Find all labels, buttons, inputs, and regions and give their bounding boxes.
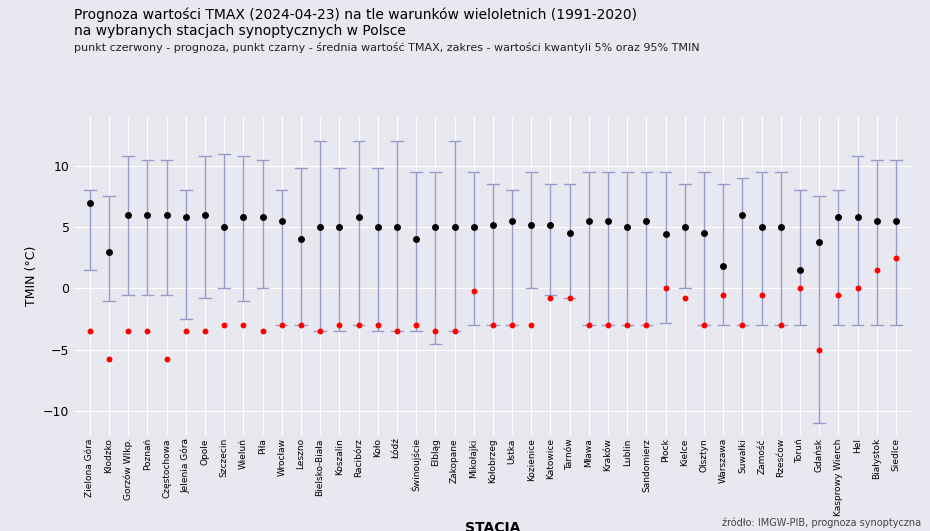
Point [619,321,634,329]
Point [294,235,309,244]
Point [159,355,174,364]
Point [140,211,154,219]
Point [888,253,903,262]
Point [563,229,578,237]
Point [255,327,270,336]
Point [485,321,500,329]
Point [140,327,154,336]
Point [274,217,289,225]
Point [312,327,327,336]
Point [83,327,98,336]
Point [639,321,654,329]
Point [581,321,596,329]
Point [370,223,385,232]
Point [390,223,405,232]
Point [390,327,405,336]
Point [485,220,500,229]
Point [601,217,616,225]
Point [619,223,634,232]
Point [716,290,731,299]
Point [466,287,481,295]
Point [352,321,366,329]
Point [870,217,884,225]
Point [774,223,789,232]
Point [332,223,347,232]
Point [543,294,558,303]
Point [792,266,807,274]
Point [581,217,596,225]
Point [677,223,692,232]
Point [447,223,462,232]
Point [850,213,865,221]
Point [197,327,212,336]
Point [466,223,481,232]
Point [121,211,136,219]
X-axis label: STACJA: STACJA [465,521,521,531]
Point [735,321,750,329]
Point [524,321,538,329]
Point [352,213,366,221]
Point [697,321,711,329]
Point [658,230,673,239]
Point [870,266,884,274]
Point [831,290,846,299]
Point [754,290,769,299]
Point [101,355,116,364]
Point [505,217,520,225]
Point [792,284,807,293]
Point [428,327,443,336]
Point [121,327,136,336]
Point [563,294,578,303]
Point [774,321,789,329]
Point [236,321,251,329]
Text: punkt czerwony - prognoza, punkt czarny - średnia wartość TMAX, zakres - wartośc: punkt czerwony - prognoza, punkt czarny … [74,42,700,54]
Point [754,223,769,232]
Point [312,223,327,232]
Point [850,284,865,293]
Point [543,220,558,229]
Point [524,220,538,229]
Point [332,321,347,329]
Point [639,217,654,225]
Point [83,199,98,207]
Point [697,229,711,237]
Point [447,327,462,336]
Text: Prognoza wartości TMAX (2024-04-23) na tle warunków wieloletnich (1991-2020): Prognoza wartości TMAX (2024-04-23) na t… [74,8,637,22]
Point [217,321,232,329]
Point [236,213,251,221]
Point [159,211,174,219]
Point [601,321,616,329]
Point [677,294,692,303]
Point [294,321,309,329]
Point [217,223,232,232]
Point [408,321,423,329]
Point [812,237,827,246]
Point [735,211,750,219]
Point [812,345,827,354]
Point [179,213,193,221]
Point [370,321,385,329]
Point [197,211,212,219]
Text: źródło: IMGW-PIB, prognoza synoptyczna: źródło: IMGW-PIB, prognoza synoptyczna [722,518,921,528]
Point [831,213,846,221]
Point [179,327,193,336]
Point [101,247,116,256]
Point [408,235,423,244]
Point [716,262,731,271]
Point [505,321,520,329]
Point [888,217,903,225]
Point [658,284,673,293]
Y-axis label: TMIN (°C): TMIN (°C) [24,246,37,306]
Point [274,321,289,329]
Point [428,223,443,232]
Text: na wybranych stacjach synoptycznych w Polsce: na wybranych stacjach synoptycznych w Po… [74,24,406,38]
Point [255,213,270,221]
